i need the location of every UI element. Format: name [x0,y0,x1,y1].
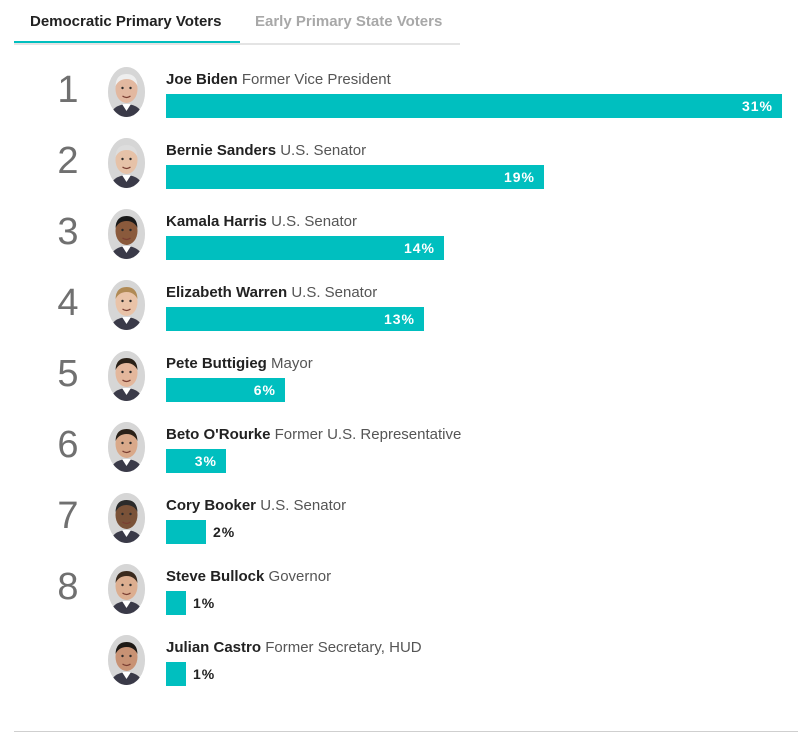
bar [166,236,444,260]
steve-bullock-photo [108,564,145,614]
candidate-name: Bernie Sanders [166,142,277,159]
candidate-title: Former Secretary, HUD [265,639,422,656]
rank-number: 4 [57,282,79,324]
candidate-label: Kamala Harris U.S. Senator [166,213,357,230]
bottom-divider [14,731,798,732]
candidate-label: Cory Booker U.S. Senator [166,497,346,514]
candidate-name: Elizabeth Warren [166,284,288,301]
candidate-name: Kamala Harris [166,213,267,230]
candidate-row: Julian Castro Former Secretary, HUD 1% [0,635,801,706]
pete-buttigieg-photo [108,351,145,401]
rank-number: 5 [57,353,79,395]
candidate-title: U.S. Senator [260,497,347,514]
bar [166,94,782,118]
tab-bar: Democratic Primary Voters Early Primary … [14,0,460,45]
elizabeth-warren-photo [108,280,145,330]
kamala-harris-photo [108,209,145,259]
candidate-row: 8 Steve Bullock Governor 1% [0,564,801,635]
cory-booker-photo [108,493,145,543]
value-label: 19% [503,169,535,185]
candidate-name: Julian Castro [166,639,262,656]
value-label: 6% [253,382,276,398]
bar [166,449,226,473]
candidate-label: Bernie Sanders U.S. Senator [166,142,366,159]
value-label: 1% [193,595,216,611]
candidate-title: Governor [268,568,332,585]
bar [166,165,544,189]
candidate-name: Steve Bullock [166,568,265,585]
candidate-name: Joe Biden [166,71,238,88]
candidate-row: 2 Bernie Sanders U.S. Senator 19% [0,138,801,209]
candidate-name: Beto O'Rourke [166,426,271,443]
candidate-name: Pete Buttigieg [166,355,267,372]
candidate-row: 6 Beto O'Rourke Former U.S. Representativ… [0,422,801,493]
candidate-row: 3 Kamala Harris U.S. Senator 14% [0,209,801,280]
candidate-label: Julian Castro Former Secretary, HUD [166,639,422,656]
candidate-title: U.S. Senator [280,142,367,159]
julian-castro-photo [108,635,145,685]
candidate-label: Joe Biden Former Vice President [166,71,391,88]
candidate-row: 7 Cory Booker U.S. Senator 2% [0,493,801,564]
rank-number: 8 [57,566,79,608]
value-label: 31% [741,98,773,114]
candidate-label: Pete Buttigieg Mayor [166,355,313,372]
value-label: 1% [193,666,216,682]
tab-early-primary-state-voters[interactable]: Early Primary State Voters [255,13,443,30]
bar [166,662,186,686]
value-label: 3% [194,453,217,469]
rank-number: 2 [57,140,79,182]
candidate-row: 5 Pete Buttigieg Mayor 6% [0,351,801,422]
candidate-title: Former Vice President [241,71,391,88]
candidate-label: Beto O'Rourke Former U.S. Representative [166,426,461,443]
rank-number: 7 [57,495,79,537]
bernie-sanders-photo [108,138,145,188]
candidate-title: Former U.S. Representative [274,426,462,443]
candidate-label: Steve Bullock Governor [166,568,331,585]
bar [166,591,186,615]
joe-biden-photo [108,67,145,117]
candidate-title: U.S. Senator [291,284,378,301]
value-label: 13% [383,311,415,327]
candidate-title: Mayor [271,355,313,372]
candidate-title: U.S. Senator [271,213,357,230]
bar [166,378,285,402]
tab-democratic-primary-voters[interactable]: Democratic Primary Voters [14,0,240,43]
candidate-row: 4 Elizabeth Warren U.S. Senator 13% [0,280,801,351]
value-label: 14% [403,240,435,256]
beto-orourke-photo [108,422,145,472]
candidate-label: Elizabeth Warren U.S. Senator [166,284,377,301]
candidate-name: Cory Booker [166,497,257,514]
bar [166,520,206,544]
candidate-row: 1 Joe Biden Former Vice President 31% [0,67,801,138]
bar [166,307,424,331]
value-label: 2% [213,524,236,540]
rank-number: 6 [57,424,79,466]
rank-number: 1 [57,69,79,111]
rank-number: 3 [57,211,79,253]
